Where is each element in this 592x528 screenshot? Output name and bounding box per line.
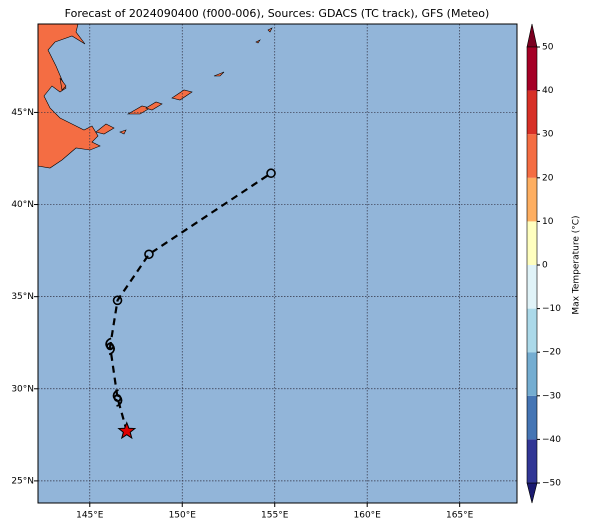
colorbar-tick-label: 50 [542,43,554,53]
island [119,129,127,135]
colorbar-label: Max Temperature (°C) [572,215,582,314]
colorbar-tick-label: 10 [542,217,554,227]
colorbar-band [527,352,537,396]
track-point-storm [112,389,123,407]
island [95,123,115,135]
colorbar-tick-label: −10 [542,304,561,314]
x-tick-label: 160°E [354,511,382,521]
colorbar-band [527,90,537,135]
y-tick-label: 30°N [11,384,34,394]
track-point-circle [144,249,154,260]
map-title: Forecast of 2024090400 (f000-006), Sourc… [65,7,490,20]
ocean [38,24,517,503]
track-point-storm [105,337,116,356]
colorbar-band [527,221,537,265]
y-tick-label: 35°N [11,292,34,302]
colorbar-band [527,395,537,440]
y-tick-label: 25°N [11,476,34,486]
track-line [109,172,272,432]
colorbar-tick-label: −30 [542,391,561,401]
colorbar-band [527,134,537,178]
colorbar-under [526,482,538,504]
island [213,71,225,77]
island [145,101,163,111]
track-point-circle [112,295,123,306]
y-tick-label: 40°N [11,200,34,210]
track-point-star [117,421,137,440]
colorbar-band [527,439,537,483]
island [255,39,261,44]
colorbar-band [527,47,537,91]
colorbar-band [527,177,537,222]
island [267,27,273,33]
colorbar-tick-label: 20 [542,173,554,183]
colorbar-over [526,23,538,48]
x-tick-label: 150°E [169,511,197,521]
y-tick-label: 45°N [11,108,34,118]
colorbar-tick-label: −40 [542,435,561,445]
colorbar-tick-label: 40 [542,86,554,96]
colorbar-band [527,265,537,309]
land [37,23,273,169]
colorbar-tick-label: −20 [542,348,561,358]
colorbar-tick-label: 0 [542,261,548,271]
island [171,89,193,101]
island [59,77,67,91]
x-tick-label: 155°E [261,511,289,521]
colorbar-band [527,308,537,353]
track-point-circle [266,168,276,179]
landmass [37,23,101,169]
graticule: 145°E 150°E 155°E 160°E 165°E 25°N 30°N 35°N 40°… [11,24,517,521]
colorbar-tick-label: 30 [542,130,554,140]
track [105,168,276,440]
colorbar-tick-label: −50 [542,479,561,489]
x-tick-label: 165°E [446,511,474,521]
map-frame [37,23,518,504]
x-tick-label: 145°E [76,511,104,521]
colorbar: −50 −40 −30 −20 −10 0 10 20 30 40 50 [526,23,561,504]
